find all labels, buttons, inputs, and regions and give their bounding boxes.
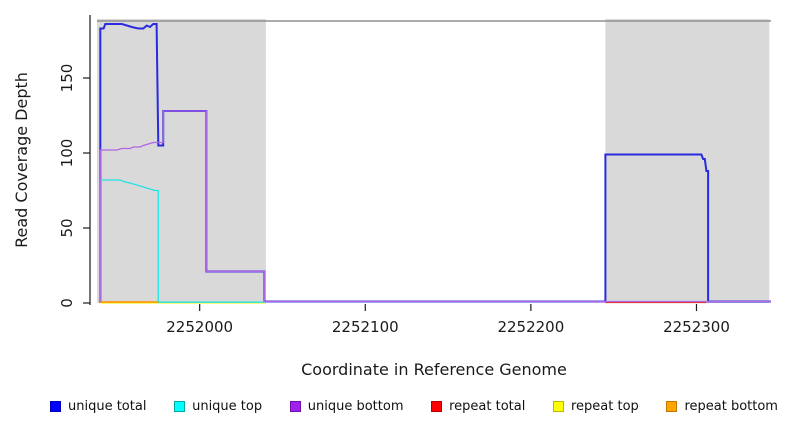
legend-swatch-icon (431, 401, 443, 412)
series-unique-bottom (99, 110, 771, 303)
x-axis-label: Coordinate in Reference Genome (301, 360, 567, 379)
legend-item-unique-bottom: unique bottom (289, 399, 404, 414)
legend-label: unique top (192, 399, 263, 414)
axes: 0 50 100 150 2252000 2252100 2252200 2252300 (58, 15, 730, 336)
shaded-region (605, 19, 770, 303)
legend: unique total unique top unique bottom repea… (50, 399, 778, 414)
legend-item-repeat-top: repeat top (553, 399, 639, 414)
legend-item-unique-top: unique top (174, 399, 262, 414)
legend-item-repeat-total: repeat total (431, 399, 525, 414)
y-tick-label: 0 (58, 298, 76, 308)
legend-label: unique total (68, 399, 147, 414)
legend-swatch-icon (553, 401, 564, 412)
legend-swatch-icon (174, 401, 186, 412)
legend-label: repeat bottom (684, 399, 778, 414)
legend-label: repeat total (449, 399, 526, 414)
coverage-series (99, 23, 771, 304)
x-tick-label: 2252000 (166, 318, 233, 336)
x-tick-label: 2252300 (663, 318, 730, 336)
legend-swatch-icon (289, 401, 301, 412)
y-tick-label: 100 (58, 139, 76, 168)
legend-label: unique bottom (307, 399, 404, 414)
legend-swatch-icon (50, 401, 61, 412)
legend-item-unique-total: unique total (50, 399, 146, 414)
shaded-region (97, 19, 266, 303)
x-tick-label: 2252100 (332, 318, 399, 336)
legend-swatch-icon (666, 401, 678, 412)
y-tick-label: 50 (58, 218, 76, 237)
shaded-regions (97, 19, 770, 303)
y-axis-label: Read Coverage Depth (12, 72, 31, 248)
coverage-plot-area: 0 50 100 150 2252000 2252100 2252200 2252300 Co… (12, 15, 771, 379)
series-unique-top (99, 179, 266, 303)
y-tick-label: 150 (58, 64, 76, 93)
x-tick-label: 2252200 (497, 318, 564, 336)
legend-label: repeat top (571, 399, 639, 414)
series-unique-total (99, 23, 771, 303)
legend-item-repeat-bottom: repeat bottom (666, 399, 778, 414)
